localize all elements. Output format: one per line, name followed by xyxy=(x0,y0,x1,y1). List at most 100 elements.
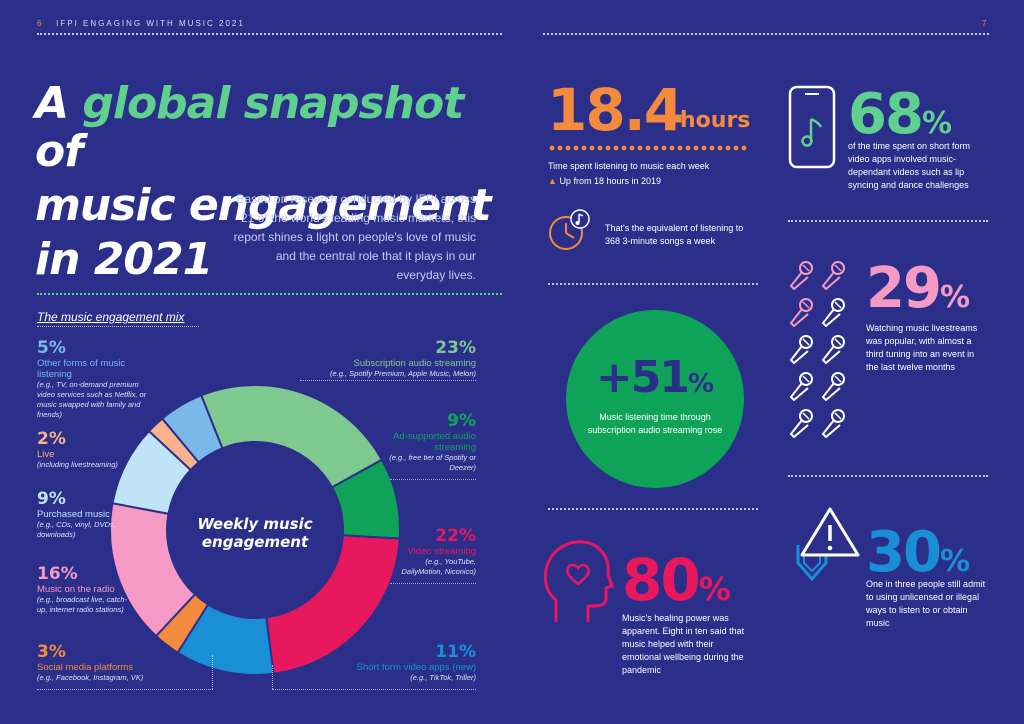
segment-label: 2% Live (including livestreaming) xyxy=(37,429,137,470)
segment-desc: (e.g., YouTube, DailyMotion, Niconico) xyxy=(401,557,476,576)
title-part: of xyxy=(35,126,83,177)
segment-label: 3% Social media platforms (e.g., Faceboo… xyxy=(37,642,207,683)
hours-change-text: Up from 18 hours in 2019 xyxy=(559,176,661,186)
segment-name: Ad-supported audio streaming xyxy=(393,431,476,453)
divider xyxy=(543,33,989,39)
microphone-icon xyxy=(821,372,845,401)
segment-label: 11% Short form video apps (new) (e.g., T… xyxy=(300,642,476,683)
mix-label: The music engagement mix xyxy=(37,310,185,324)
dot-rule xyxy=(548,145,748,151)
leader-line xyxy=(37,689,213,690)
microphone-icon xyxy=(821,335,845,364)
title-line: in 2021 xyxy=(35,234,213,285)
leader-line xyxy=(212,655,213,689)
unlicensed-value: 30 xyxy=(866,520,942,585)
divider xyxy=(37,33,502,39)
livestream-label: Watching music livestreams was popular, … xyxy=(866,323,978,372)
livestream-value: 29 xyxy=(866,256,942,321)
phone-music-icon xyxy=(788,85,836,169)
segment-desc: (e.g., Spotify Premium, Apple Music, Mel… xyxy=(329,369,476,378)
divider xyxy=(548,283,758,289)
unlicensed-label: One in three people still admit to using… xyxy=(866,579,986,628)
head-heart-icon xyxy=(543,540,614,622)
segment-desc: (e.g., free tier of Spotify or Deezer) xyxy=(389,453,476,472)
segment-pct: 2% xyxy=(37,429,66,449)
segment-pct: 3% xyxy=(37,642,66,662)
circle-badge xyxy=(566,310,744,488)
left-running-title: IFPI ENGAGING WITH MUSIC 2021 xyxy=(56,19,245,28)
up-arrow-icon: ▲ xyxy=(548,176,557,186)
divider xyxy=(548,508,758,514)
growth-label: Music listening time through subscriptio… xyxy=(587,412,723,435)
leader-line xyxy=(390,479,476,480)
growth-unit: % xyxy=(688,369,715,399)
divider xyxy=(37,293,502,295)
leader-line xyxy=(272,689,476,690)
segment-label: 5% Other forms of music listening (e.g.,… xyxy=(37,338,157,420)
shortform-value: 68 xyxy=(848,82,924,147)
livestream-unit: % xyxy=(939,280,970,315)
segment-desc: (e.g., Facebook, Instagram, VK) xyxy=(37,673,144,682)
segment-pct: 22% xyxy=(435,526,476,546)
healing-unit: % xyxy=(698,570,731,608)
shortform-unit: % xyxy=(921,106,952,141)
microphone-icon xyxy=(821,409,845,438)
healing-label: Music's healing power was apparent. Eigh… xyxy=(622,613,745,675)
page-title: A global snapshot of music engagement in… xyxy=(35,80,505,284)
microphone-icon xyxy=(789,372,813,401)
microphone-icon xyxy=(821,298,845,327)
segment-label: 23% Subscription audio streaming (e.g., … xyxy=(300,338,476,379)
divider xyxy=(788,220,988,226)
leader-line xyxy=(272,665,273,689)
title-line: music engagement xyxy=(35,180,492,231)
clock-music-icon xyxy=(549,209,590,250)
intro-text: Based on research conducted by IFPI acro… xyxy=(233,192,476,282)
microphone-icon xyxy=(789,261,813,290)
segment-desc: (e.g., TV, on-demand premium video servi… xyxy=(37,380,147,419)
segment-label: 22% Video streaming (e.g., YouTube, Dail… xyxy=(386,526,476,577)
header-left: 6 IFPI ENGAGING WITH MUSIC 2021 xyxy=(37,19,245,28)
growth-stat: +51% xyxy=(566,352,744,403)
growth-value: +51 xyxy=(595,352,690,403)
microphone-icon xyxy=(821,261,845,290)
segment-name: Purchased music xyxy=(37,509,110,520)
hours-change: ▲ Up from 18 hours in 2019 xyxy=(548,175,758,188)
livestream-stat: 29% xyxy=(866,256,970,321)
segment-name: Social media platforms xyxy=(37,662,134,673)
right-page-number: 7 xyxy=(982,19,989,28)
healing-stat: 80% xyxy=(622,546,731,614)
microphone-icon xyxy=(789,335,813,364)
segment-name: Video streaming xyxy=(407,546,476,557)
segment-desc: (including livestreaming) xyxy=(37,460,118,469)
warning-download-icon xyxy=(796,507,860,582)
hours-equiv: That's the equivalent of listening to 36… xyxy=(605,223,744,246)
hours-value: 18.4 xyxy=(547,76,684,144)
left-page-number: 6 xyxy=(37,19,44,28)
hours-unit: hours xyxy=(680,108,751,133)
donut-hole xyxy=(167,442,343,618)
hours-label: Time spent listening to music each week xyxy=(548,161,710,171)
leader-line xyxy=(300,380,476,381)
segment-pct: 23% xyxy=(435,338,476,358)
divider xyxy=(788,475,988,481)
segment-pct: 5% xyxy=(37,338,66,358)
segment-pct: 11% xyxy=(435,642,476,662)
segment-name: Short form video apps (new) xyxy=(356,662,476,673)
microphone-icon xyxy=(789,409,813,438)
segment-pct: 16% xyxy=(37,564,78,584)
title-part: A xyxy=(35,78,83,129)
microphone-grid xyxy=(788,260,848,440)
segment-name: Music on the radio xyxy=(37,584,115,595)
segment-desc: (e.g., CDs, vinyl, DVDs, downloads) xyxy=(37,520,116,539)
donut-chart xyxy=(110,385,400,675)
divider xyxy=(37,326,199,327)
segment-pct: 9% xyxy=(447,411,476,431)
segment-name: Other forms of music listening xyxy=(37,358,126,380)
unlicensed-unit: % xyxy=(939,544,970,579)
segment-name: Subscription audio streaming xyxy=(353,358,476,369)
segment-pct: 9% xyxy=(37,489,66,509)
donut-center-label: Weekly music engagement xyxy=(197,515,313,551)
segment-desc: (e.g., broadcast live, catch-up, interne… xyxy=(37,595,128,614)
healing-value: 80 xyxy=(622,546,701,614)
leader-line xyxy=(390,583,476,584)
